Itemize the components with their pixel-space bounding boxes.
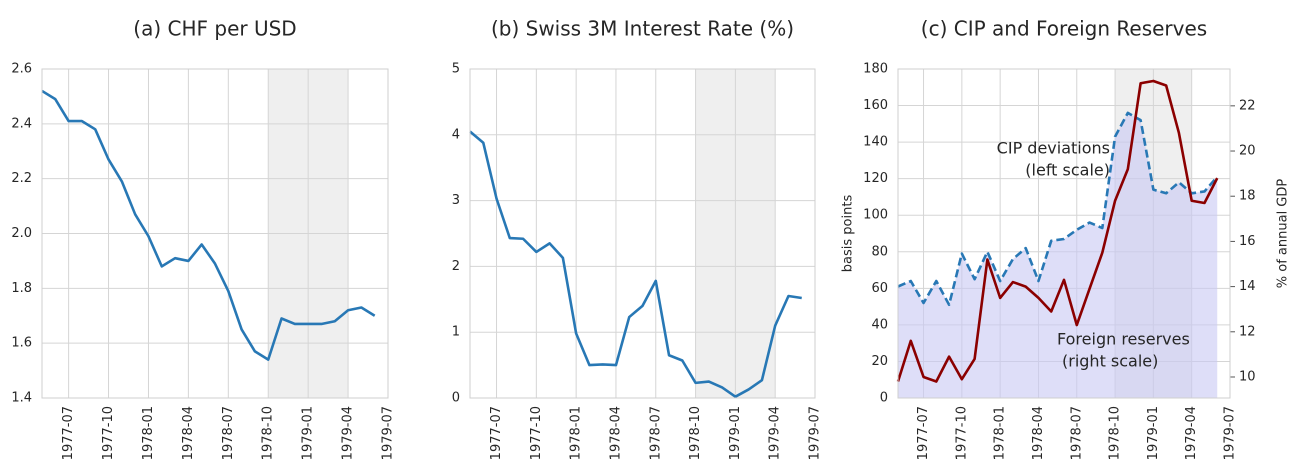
y-axis-label: basis points [841, 195, 856, 273]
x-tick-label: 1978-04 [181, 406, 196, 460]
y-tick-label: 60 [871, 281, 888, 296]
line [41, 89, 376, 361]
chart-title: (b) Swiss 3M Interest Rate (%) [491, 17, 794, 41]
y-tick-label: 100 [863, 208, 888, 223]
x-tick-label: 1979-01 [1146, 406, 1161, 460]
x-tick-label: 1978-01 [993, 406, 1008, 460]
y-tick-label: 4 [452, 127, 460, 142]
y2-axis-label: % of annual GDP [1276, 179, 1291, 289]
x-tick-label: 1978-10 [688, 406, 703, 460]
line [897, 111, 1219, 307]
y2-tick-label: 16 [1239, 234, 1256, 249]
x-tick-label: 1979-04 [1184, 406, 1199, 460]
x-tick-label: 1979-07 [1223, 406, 1238, 460]
y-tick-label: 2.4 [11, 116, 32, 131]
x-tick-label: 1978-04 [608, 406, 623, 460]
plot-frame [897, 68, 1231, 399]
x-tick-label: 1977-10 [529, 406, 544, 460]
line [469, 130, 802, 398]
y2-tick-label: 10 [1239, 369, 1256, 384]
y2-tick-label: 18 [1239, 189, 1256, 204]
y-tick-label: 0 [880, 391, 888, 406]
x-tick-label: 1977-10 [101, 406, 116, 460]
y-tick-label: 140 [863, 135, 888, 150]
y-tick-label: 5 [452, 62, 460, 77]
x-tick-label: 1978-07 [648, 406, 663, 460]
y-tick-label: 1.6 [11, 336, 32, 351]
y-tick-label: 160 [863, 98, 888, 113]
x-tick-label: 1978-01 [569, 406, 584, 460]
annotation: Foreign reserves [1057, 330, 1190, 349]
x-tick-label: 1977-07 [489, 406, 504, 460]
x-tick-label: 1979-01 [728, 406, 743, 460]
y-tick-label: 0 [452, 391, 460, 406]
x-tick-label: 1979-04 [341, 406, 356, 460]
y-tick-label: 1.8 [11, 281, 32, 296]
y2-tick-label: 20 [1239, 144, 1256, 159]
x-tick-label: 1979-07 [808, 406, 823, 460]
x-tick-label: 1978-07 [1069, 406, 1084, 460]
x-tick-label: 1978-10 [1108, 406, 1123, 460]
plot-frame [469, 68, 816, 399]
annotation: (right scale) [1062, 352, 1158, 371]
line [896, 79, 1219, 383]
x-tick-label: 1979-04 [768, 406, 783, 460]
y-tick-label: 80 [871, 244, 888, 259]
x-tick-label: 1978-10 [261, 406, 276, 460]
x-tick-label: 1979-07 [381, 406, 396, 460]
y-tick-label: 180 [863, 62, 888, 77]
y-tick-label: 20 [871, 354, 888, 369]
x-tick-label: 1978-04 [1031, 406, 1046, 460]
annotation: (left scale) [1025, 161, 1110, 180]
y-tick-label: 3 [452, 193, 460, 208]
y-tick-label: 1 [452, 325, 460, 340]
y-tick-label: 40 [871, 317, 888, 332]
x-tick-label: 1977-10 [954, 406, 969, 460]
y2-tick-label: 22 [1239, 98, 1256, 113]
x-tick-label: 1978-07 [221, 406, 236, 460]
y-tick-label: 2.6 [11, 62, 32, 77]
y-tick-label: 1.4 [11, 391, 32, 406]
plot-frame [41, 68, 389, 399]
annotation: CIP deviations [997, 139, 1110, 158]
x-tick-label: 1979-01 [301, 406, 316, 460]
x-tick-label: 1977-07 [61, 406, 76, 460]
y-tick-label: 2 [452, 259, 460, 274]
chart-title: (a) CHF per USD [133, 17, 296, 41]
y-tick-label: 120 [863, 171, 888, 186]
x-tick-label: 1977-07 [916, 406, 931, 460]
y2-tick-label: 14 [1239, 279, 1256, 294]
chart-title: (c) CIP and Foreign Reserves [921, 17, 1207, 41]
y2-tick-label: 12 [1239, 324, 1256, 339]
y-tick-label: 2.0 [11, 226, 32, 241]
y-tick-label: 2.2 [11, 171, 32, 186]
x-tick-label: 1978-01 [141, 406, 156, 460]
